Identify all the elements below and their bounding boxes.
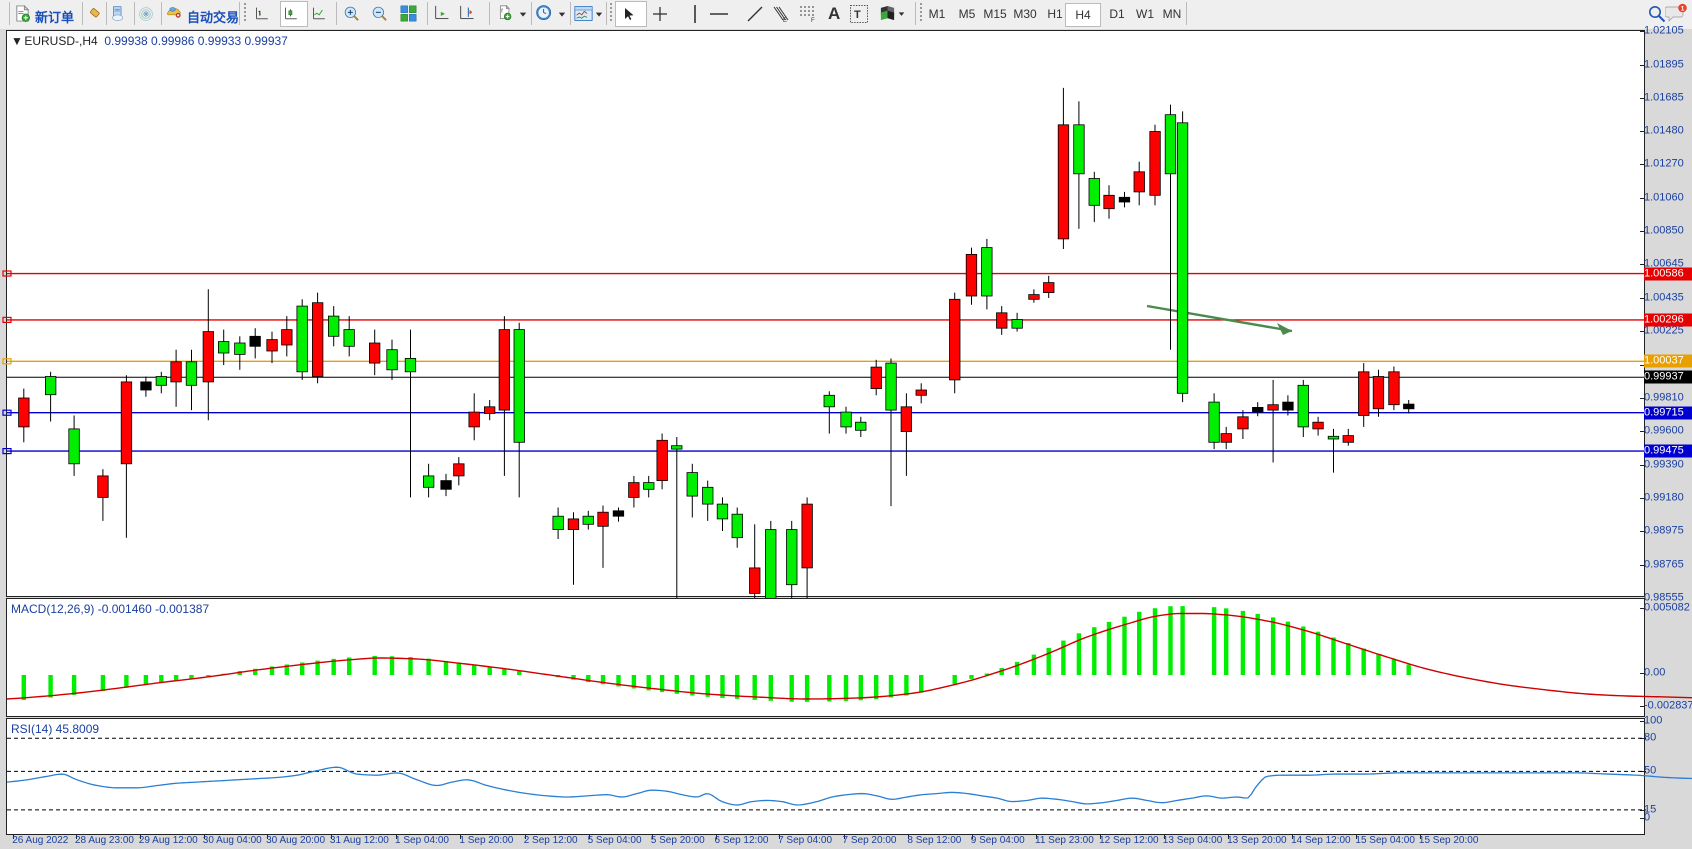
svg-text:F: F (811, 18, 815, 23)
svg-text:T: T (854, 9, 861, 21)
svg-text:E: E (783, 18, 787, 23)
svg-text:1: 1 (1681, 6, 1685, 13)
